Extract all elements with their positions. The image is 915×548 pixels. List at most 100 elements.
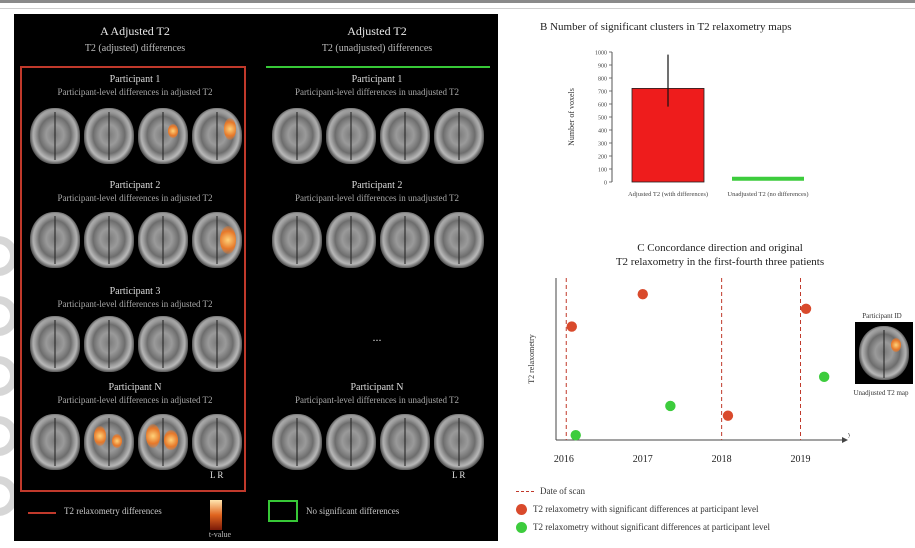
brain-slice: [272, 212, 322, 268]
brain-slice: [30, 212, 80, 268]
dashed-line-swatch: [516, 491, 534, 493]
y-axis-label: T2 relaxometry: [527, 334, 536, 384]
panel-c-title: C Concordance direction and original T2 …: [560, 241, 880, 269]
legend-green-swatch: [268, 500, 298, 522]
row-subtitle: Participant-level differences in adjuste…: [57, 395, 213, 405]
legend-item-green: T2 relaxometry without significant diffe…: [516, 522, 770, 536]
row-title: Participant 1: [351, 74, 403, 85]
brain-slice: [138, 414, 188, 470]
x-tick-label: Adjusted T2 (with differences): [628, 191, 708, 198]
left-row-label: Participant N Participant-level differen…: [14, 382, 256, 405]
row-subtitle: Participant-level differences in adjuste…: [57, 193, 213, 203]
data-point: [722, 410, 734, 421]
brain-slice: [138, 212, 188, 268]
brain-slice: [380, 108, 430, 164]
legend-no-differences-text: No significant differences: [306, 506, 400, 516]
brain-slice: [380, 212, 430, 268]
right-column-header: Adjusted T2 T2 (unadjusted) differences: [256, 24, 498, 54]
brain-slice: [84, 212, 134, 268]
green-dot-swatch: [516, 522, 527, 534]
data-point: [570, 429, 581, 441]
legend-item-dashed: Date of scan: [516, 486, 585, 500]
panel-c-scatter-chart: year T2 relaxometry 2016 2017 2018 2019: [527, 278, 850, 465]
colorbar-label: t-value: [208, 530, 232, 539]
brain-slice-row: [14, 316, 256, 374]
brain-slice: [30, 414, 80, 470]
left-row-label: Participant 2 Participant-level differen…: [14, 180, 256, 203]
x-tick-label: 2019: [791, 454, 811, 465]
right-column-title: Adjusted T2: [347, 24, 407, 38]
legend-item-red: T2 relaxometry with significant differen…: [516, 504, 759, 518]
brain-slice: [434, 414, 484, 470]
panel-c-title-line2: T2 relaxometry in the first-fourth three…: [615, 256, 825, 268]
right-row-label: Participant 1 Participant-level differen…: [256, 74, 498, 97]
left-column-adjusted: A Adjusted T2 T2 (adjusted) differences …: [14, 14, 256, 541]
y-tick-label: 800: [598, 77, 607, 83]
panel-a-brain-maps: A Adjusted T2 T2 (adjusted) differences …: [14, 14, 498, 541]
row-title: Participant 1: [109, 74, 161, 85]
brain-slice: [434, 108, 484, 164]
left-column-header: A Adjusted T2 T2 (adjusted) differences: [14, 24, 256, 54]
brain-slice: [30, 108, 80, 164]
brain-slice: [138, 316, 188, 372]
bar: [732, 176, 804, 181]
ellipsis: ...: [372, 330, 382, 344]
legend-significant: T2 relaxometry differences: [14, 500, 256, 532]
no-differences-line: [266, 66, 490, 68]
brain-slice: [84, 316, 134, 372]
inset-brain-map: [855, 322, 913, 384]
panel-b-bar-chart: 0 100 200 300 400 500 600 700 800 900 1000 Number o…: [567, 51, 809, 199]
colorbar: [210, 500, 222, 530]
brain-slice: [192, 108, 242, 164]
x-axis-arrow: [842, 437, 848, 443]
row-title: Participant 3: [109, 286, 161, 297]
x-tick-label: Unadjusted T2 (no differences): [727, 191, 808, 198]
x-tick-label: 2016: [554, 454, 574, 465]
right-row-label: Participant N Participant-level differen…: [256, 382, 498, 405]
significant-differences-box: [20, 66, 246, 492]
x-tick-label: 2017: [633, 454, 653, 465]
panel-b-title: B Number of significant clusters in T2 r…: [540, 21, 792, 33]
y-tick-label: 200: [598, 155, 607, 161]
y-axis-label: Number of voxels: [567, 88, 576, 146]
orientation-label: L R: [452, 470, 466, 480]
legend-red-swatch: [28, 512, 56, 514]
y-tick-label: 300: [598, 142, 607, 148]
row-title: Participant 2: [109, 180, 161, 191]
y-tick-label: 700: [598, 90, 607, 96]
inset-top-label: Participant ID: [862, 312, 902, 320]
row-title: Participant 2: [351, 180, 403, 191]
data-point: [665, 400, 676, 412]
brain-slice: [192, 316, 242, 372]
brain-slice-row: [14, 212, 256, 270]
brain-slice: [192, 212, 242, 268]
brain-slice: [272, 108, 322, 164]
brain-slice: [30, 316, 80, 372]
brain-slice: [84, 108, 134, 164]
data-point: [637, 289, 648, 300]
brain-slice: [272, 414, 322, 470]
brain-slice-row: [256, 414, 498, 472]
orientation-label: L R: [210, 470, 224, 480]
left-column-title: A Adjusted T2: [100, 24, 170, 38]
brain-slice-row: [14, 414, 256, 472]
legend-dashed-text: Date of scan: [540, 486, 585, 496]
right-column-subtitle: T2 (unadjusted) differences: [321, 43, 433, 54]
y-tick-label: 0: [604, 181, 607, 187]
data-point: [566, 321, 577, 332]
top-rule-thin: [0, 8, 915, 9]
brain-slice: [326, 108, 376, 164]
left-row-label: Participant 3 Participant-level differen…: [14, 286, 256, 309]
y-tick-label: 1000: [595, 51, 607, 57]
y-tick-label: 400: [598, 129, 607, 135]
brain-slice: [434, 212, 484, 268]
y-tick-label: 600: [598, 103, 607, 109]
legend-no-differences: No significant differences: [256, 500, 498, 532]
row-subtitle: Participant-level differences in unadjus…: [294, 87, 460, 97]
row-title: Participant N: [350, 382, 404, 393]
legend-red-text: T2 relaxometry with significant differen…: [533, 504, 759, 514]
panel-c-title-line1: C Concordance direction and original: [637, 242, 803, 254]
row-subtitle: Participant-level differences in adjuste…: [57, 87, 213, 97]
brain-slice: [138, 108, 188, 164]
red-dot-swatch: [516, 504, 527, 516]
